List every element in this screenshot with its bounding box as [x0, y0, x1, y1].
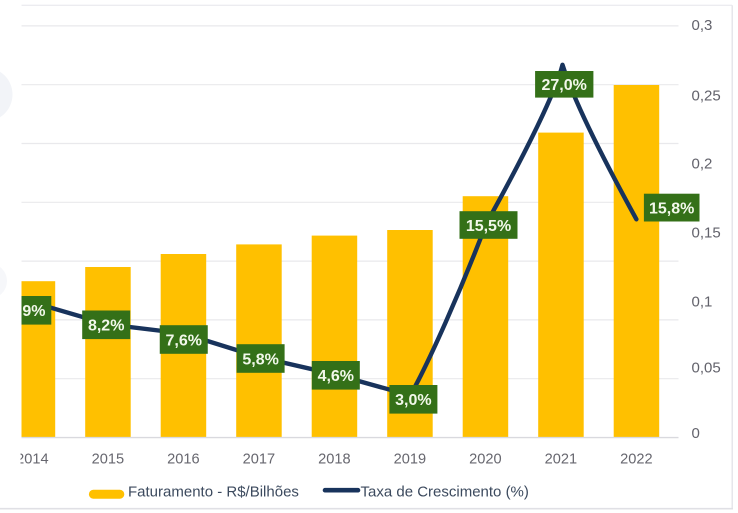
svg-text:0,2: 0,2 [692, 155, 713, 172]
svg-text:2014: 2014 [16, 451, 48, 467]
svg-text:2022: 2022 [620, 451, 652, 467]
svg-text:2020: 2020 [469, 451, 501, 467]
svg-text:8,9%: 8,9% [9, 303, 45, 320]
svg-text:0,05: 0,05 [692, 360, 721, 377]
svg-text:0: 0 [692, 425, 700, 442]
svg-text:2017: 2017 [243, 451, 275, 467]
svg-text:2016: 2016 [167, 451, 199, 467]
svg-text:Faturamento - R$/Bilhões: Faturamento - R$/Bilhões [128, 483, 299, 500]
svg-text:8,2%: 8,2% [88, 318, 124, 335]
svg-text:7,6%: 7,6% [166, 332, 202, 349]
svg-text:Taxa de Crescimento (%): Taxa de Crescimento (%) [361, 483, 529, 500]
svg-text:15,8%: 15,8% [649, 201, 694, 218]
svg-text:2015: 2015 [92, 451, 124, 467]
svg-text:0,3: 0,3 [692, 17, 713, 34]
svg-text:0,25: 0,25 [692, 87, 721, 104]
svg-text:4,6%: 4,6% [318, 368, 354, 385]
svg-text:0,15: 0,15 [692, 224, 721, 241]
svg-text:3,0%: 3,0% [395, 392, 431, 409]
svg-text:5,8%: 5,8% [242, 351, 278, 368]
svg-text:2021: 2021 [545, 451, 577, 467]
svg-text:15,5%: 15,5% [466, 218, 511, 235]
svg-text:2018: 2018 [318, 451, 350, 467]
svg-text:0,1: 0,1 [692, 294, 713, 311]
svg-text:27,0%: 27,0% [542, 77, 587, 94]
svg-text:2019: 2019 [394, 451, 426, 467]
